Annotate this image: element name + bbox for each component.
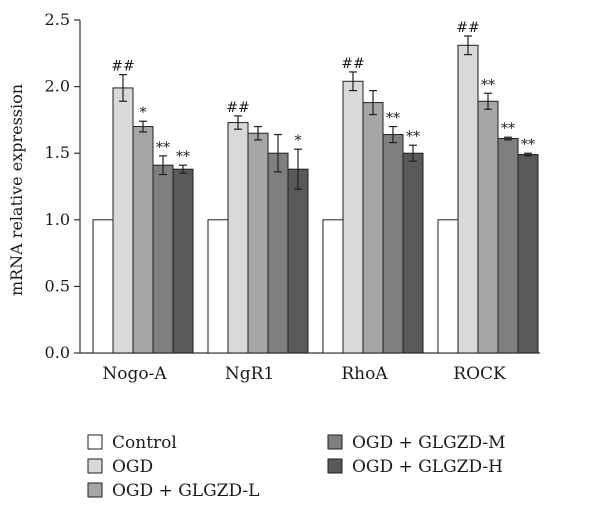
significance-marker: ## <box>456 20 479 36</box>
y-tick-label: 2.5 <box>45 10 70 29</box>
legend-label: OGD + GLGZD-M <box>352 433 506 453</box>
significance-marker: ** <box>521 137 535 153</box>
bar <box>112 87 134 354</box>
bar <box>92 219 114 354</box>
bar <box>517 154 539 354</box>
bar <box>457 44 479 354</box>
bar <box>287 168 309 354</box>
bar <box>132 126 154 354</box>
significance-marker: ** <box>481 77 495 93</box>
bar <box>402 152 424 354</box>
bar <box>362 102 384 354</box>
y-tick-label: 1.5 <box>45 143 70 162</box>
significance-marker: ** <box>386 111 400 127</box>
legend-label: OGD + GLGZD-H <box>352 457 503 477</box>
legend-label: OGD + GLGZD-L <box>112 481 259 501</box>
legend-swatch <box>327 434 343 450</box>
bar <box>497 138 519 354</box>
bar <box>267 152 289 354</box>
bar <box>477 100 499 354</box>
bar <box>152 164 174 354</box>
bar <box>342 80 364 354</box>
bar <box>322 219 344 354</box>
y-tick-label: 0.5 <box>45 276 70 295</box>
legend-label: Control <box>112 433 177 453</box>
significance-marker: ** <box>176 149 190 165</box>
significance-marker: ** <box>406 129 420 145</box>
legend-swatch <box>87 482 103 498</box>
significance-marker: ## <box>226 100 249 116</box>
category-label: RhoA <box>341 364 388 384</box>
category-label: NgR1 <box>225 364 274 384</box>
category-labels: Nogo-A NgR1 RhoA ROCK <box>102 364 506 384</box>
category-label: Nogo-A <box>102 364 167 384</box>
bar <box>247 132 269 354</box>
y-axis-title: mRNA relative expression <box>7 84 26 296</box>
y-tick-label: 0.0 <box>45 343 70 362</box>
legend-swatch <box>327 458 343 474</box>
legend: Control OGD OGD + GLGZD-L OGD + GLGZD-M OGD … <box>87 433 506 501</box>
legend-label: OGD <box>112 457 153 477</box>
significance-marker: ** <box>501 121 515 137</box>
bar <box>437 219 459 354</box>
significance-marker: * <box>295 133 302 149</box>
significance-marker: ## <box>111 59 134 75</box>
significance-marker: * <box>140 105 147 121</box>
y-tick-label: 1.0 <box>45 210 70 229</box>
category-label: ROCK <box>453 364 506 384</box>
bar <box>382 134 404 354</box>
bar <box>207 219 229 354</box>
legend-swatch <box>87 458 103 474</box>
legend-swatch <box>87 434 103 450</box>
significance-marker: ## <box>341 56 364 72</box>
bar <box>227 122 249 354</box>
bar <box>172 168 194 354</box>
significance-marker: ** <box>156 140 170 156</box>
bars: ##*****##*##****##****** <box>92 20 539 354</box>
y-tick-label: 2.0 <box>45 77 70 96</box>
